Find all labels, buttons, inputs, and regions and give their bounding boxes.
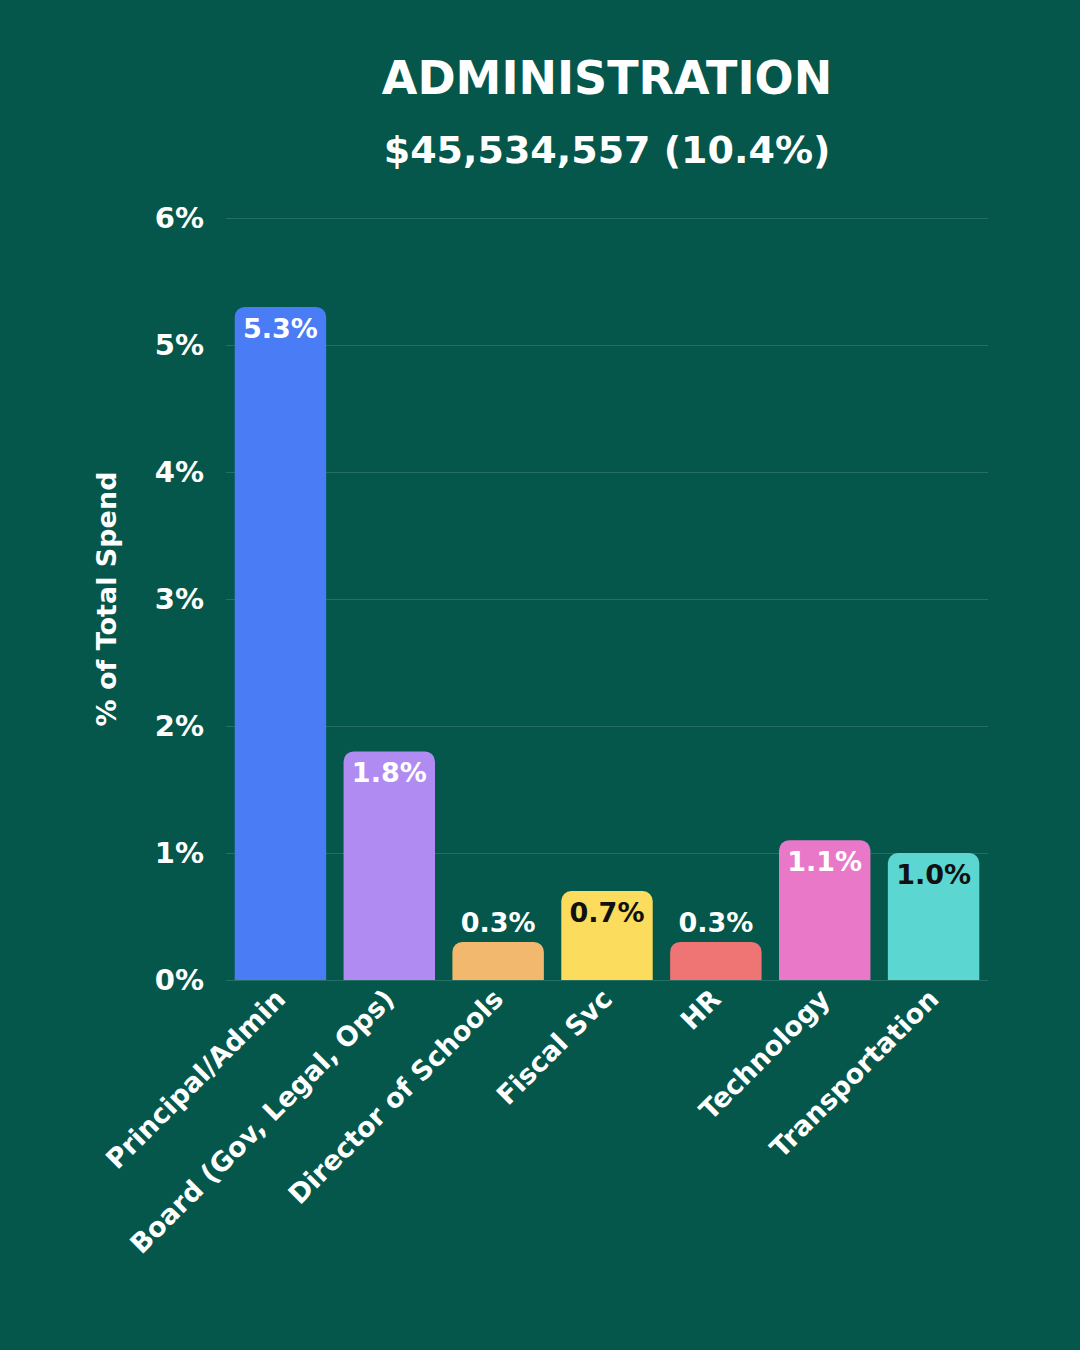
svg-text:0.7%: 0.7%: [570, 897, 645, 928]
svg-text:$45,534,557 (10.4%): $45,534,557 (10.4%): [384, 128, 831, 172]
svg-text:2%: 2%: [155, 709, 204, 743]
svg-text:Principal/Admin: Principal/Admin: [100, 983, 292, 1175]
svg-text:1.0%: 1.0%: [896, 859, 971, 890]
svg-text:Fiscal Svc: Fiscal Svc: [490, 983, 618, 1111]
svg-text:5.3%: 5.3%: [243, 313, 318, 344]
svg-text:HR: HR: [674, 983, 727, 1036]
svg-text:Technology: Technology: [693, 983, 836, 1126]
svg-text:1.1%: 1.1%: [787, 846, 862, 877]
svg-text:0.3%: 0.3%: [678, 907, 753, 938]
svg-text:5%: 5%: [155, 328, 204, 362]
svg-text:Transportation: Transportation: [764, 983, 945, 1164]
svg-text:4%: 4%: [155, 455, 204, 489]
svg-text:% of Total Spend: % of Total Spend: [91, 472, 122, 727]
svg-text:1%: 1%: [155, 836, 204, 870]
svg-text:Director of Schools: Director of Schools: [282, 983, 509, 1210]
svg-text:ADMINISTRATION: ADMINISTRATION: [382, 51, 832, 105]
svg-text:3%: 3%: [155, 582, 204, 616]
svg-text:Board (Gov, Legal, Ops): Board (Gov, Legal, Ops): [123, 983, 401, 1260]
svg-text:6%: 6%: [155, 201, 204, 235]
svg-text:1.8%: 1.8%: [352, 757, 427, 788]
svg-text:0.3%: 0.3%: [461, 907, 536, 938]
svg-text:0%: 0%: [155, 963, 204, 997]
